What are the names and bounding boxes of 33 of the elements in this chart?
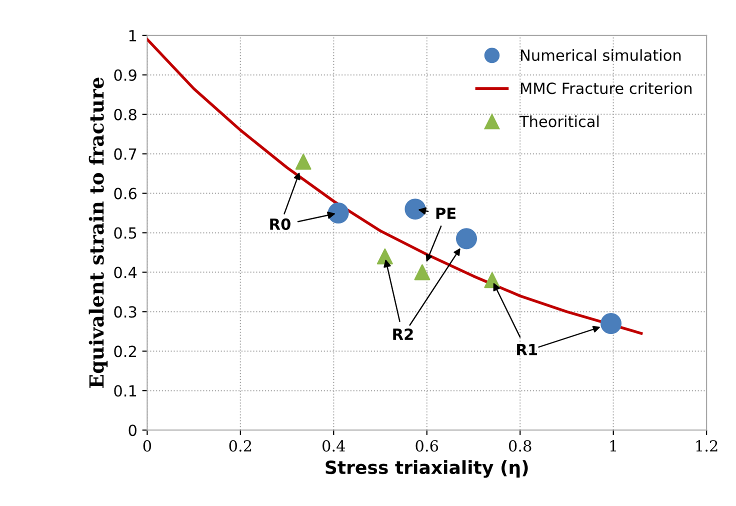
y-tick-label: 0.4 xyxy=(114,266,137,278)
point xyxy=(328,202,349,224)
y-tick-label: 0.8 xyxy=(114,108,136,120)
legend-label: Theoritical xyxy=(519,115,599,128)
point xyxy=(414,264,430,280)
annotation: R1 xyxy=(517,344,538,356)
y-axis-title: Equivalent strain to fracture xyxy=(88,78,108,388)
point xyxy=(404,198,426,220)
point xyxy=(295,154,312,170)
legend-label: Numerical simulation xyxy=(520,49,681,61)
y-tick-label: 0.3 xyxy=(114,306,136,318)
y-tick-label: 0.7 xyxy=(114,148,136,160)
point xyxy=(456,228,478,250)
annotation: R2 xyxy=(393,328,413,340)
x-tick-label: 1 xyxy=(610,440,616,452)
y-tick-label: 0 xyxy=(128,424,136,436)
x-axis-title: Stress triaxiality (η) xyxy=(326,460,528,478)
x-tick-label: 1.2 xyxy=(696,440,718,452)
annotation: R0 xyxy=(270,218,290,230)
point xyxy=(600,313,622,334)
y-tick-label: 0.2 xyxy=(114,346,136,358)
x-tick-label: 0 xyxy=(143,440,152,452)
x-tick-label: 0.4 xyxy=(322,440,346,452)
annotation: PE xyxy=(436,208,456,219)
y-tick-label: 0.5 xyxy=(114,227,136,239)
x-tick-label: 0.8 xyxy=(508,440,532,452)
legend-label: MMC Fracture criterion xyxy=(520,82,692,94)
y-tick-label: 0.1 xyxy=(114,385,136,397)
y-tick-label: 0.9 xyxy=(114,69,136,81)
y-tick-label: 1 xyxy=(129,30,136,42)
x-tick-label: 0.6 xyxy=(416,440,438,452)
x-tick-label: 0.2 xyxy=(229,440,252,452)
y-tick-label: 0.6 xyxy=(114,188,137,200)
